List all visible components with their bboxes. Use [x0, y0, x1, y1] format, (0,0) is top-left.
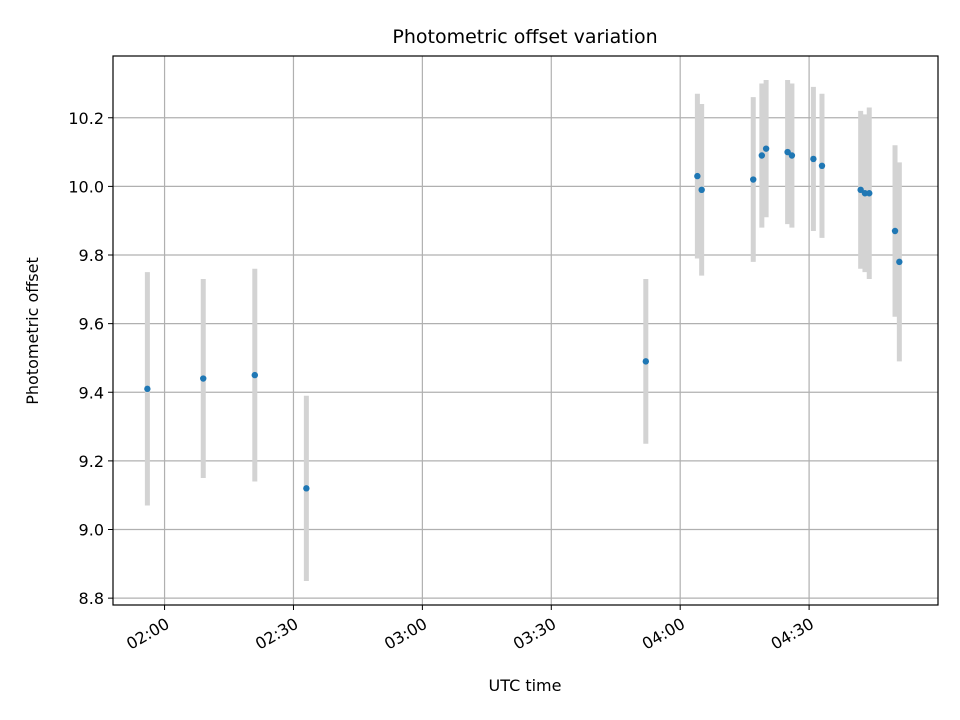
y-tick-label: 9.2: [79, 452, 104, 471]
data-point: [896, 258, 903, 266]
x-tick-label: 04:30: [768, 614, 817, 654]
grid: [113, 56, 938, 605]
x-tick-label: 04:00: [639, 614, 688, 654]
y-axis-ticks: 8.8 9.0 9.2 9.4 9.6 9.8 10.0 10.2: [68, 109, 113, 608]
data-point: [303, 485, 310, 492]
y-tick-label: 9.6: [79, 315, 104, 334]
data-point: [750, 176, 757, 183]
data-point: [891, 227, 899, 235]
data-point: [788, 152, 796, 159]
y-tick-label: 8.8: [79, 589, 104, 608]
data-point: [762, 145, 770, 152]
data-point: [866, 190, 873, 197]
data-points: [144, 145, 903, 492]
y-tick-label: 10.0: [68, 177, 104, 196]
data-point: [810, 155, 817, 163]
x-axis-ticks: 02:00 02:30 03:00 03:30 04:00 04:30: [123, 605, 817, 654]
x-tick-label: 02:30: [252, 614, 301, 654]
data-point: [642, 358, 650, 365]
x-tick-label: 03:30: [510, 614, 559, 654]
plot-frame: [112, 55, 939, 606]
data-point: [144, 385, 151, 393]
x-tick-label: 03:00: [381, 614, 430, 654]
data-point: [784, 148, 791, 156]
y-tick-label: 9.4: [79, 383, 104, 402]
data-point: [694, 172, 701, 180]
y-axis-label: Photometric offset: [23, 257, 42, 405]
data-point: [200, 375, 207, 382]
data-point: [818, 162, 826, 169]
y-tick-label: 9.8: [79, 246, 104, 265]
data-point: [857, 186, 864, 194]
data-point: [758, 152, 766, 159]
chart-title: Photometric offset variation: [392, 26, 657, 48]
y-tick-label: 10.2: [68, 109, 104, 128]
y-tick-label: 9.0: [79, 521, 104, 540]
x-axis-label: UTC time: [489, 676, 562, 695]
data-point: [698, 186, 705, 194]
error-bars: [144, 80, 902, 581]
data-point: [251, 371, 258, 379]
x-tick-label: 02:00: [123, 614, 172, 654]
